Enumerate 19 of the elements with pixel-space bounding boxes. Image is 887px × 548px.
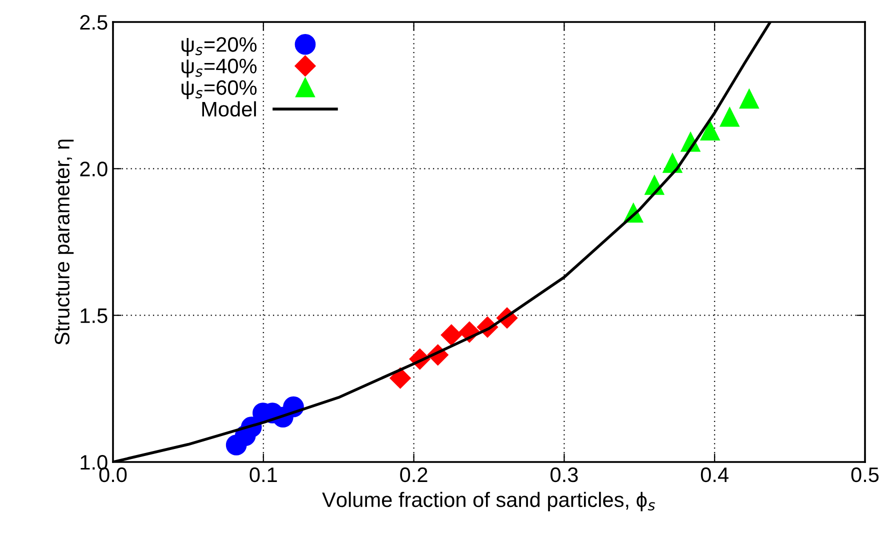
x-tick-label: 0.1	[250, 467, 277, 482]
x-tick-label: 0.4	[700, 467, 728, 482]
y-axis-title: Structure parameter, η	[54, 140, 74, 345]
point	[720, 107, 740, 127]
x-tick-label: 0.3	[550, 467, 578, 482]
point	[700, 121, 720, 141]
point	[739, 89, 759, 109]
x-tick-label: 0.5	[851, 467, 879, 482]
legend-label: ψ$_{s}$=60%	[182, 80, 257, 100]
y-tick-label: 2.5	[80, 15, 108, 30]
y-tick-label: 1.5	[80, 308, 108, 324]
point	[440, 324, 462, 346]
point	[390, 368, 411, 389]
legend-label: ψ$_{s}$=20%	[182, 37, 257, 56]
legend-label: Model	[202, 101, 256, 117]
y-tick-label: 2.0	[80, 162, 108, 176]
legend-label: ψ$_{s}$=40%	[182, 58, 257, 78]
x-axis-title: Volume fraction of sand particles, ϕ$_{s}$	[322, 492, 655, 512]
x-tick-label: 0.2	[400, 467, 428, 482]
